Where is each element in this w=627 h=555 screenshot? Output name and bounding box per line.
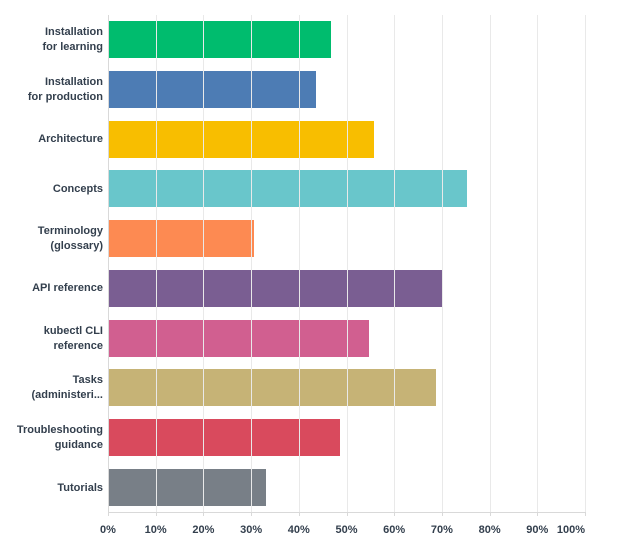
bar-concepts xyxy=(109,170,467,208)
axis-tick-60 xyxy=(394,512,396,516)
axis-tick-70 xyxy=(441,512,443,516)
x-tick-label-10: 10% xyxy=(144,524,167,536)
category-label-installation-for-production: Installation for production xyxy=(27,75,103,103)
bar-rows xyxy=(109,15,586,512)
bar-terminology-glossary xyxy=(109,220,255,258)
category-label-installation-for-learning: Installation for learning xyxy=(42,25,103,53)
bar-row-architecture xyxy=(109,114,586,164)
gridline-100 xyxy=(585,15,586,512)
plot-area xyxy=(108,15,586,516)
bar-installation-for-production xyxy=(109,71,317,109)
x-tick-label-80: 80% xyxy=(478,524,501,536)
axis-tick-90 xyxy=(537,512,539,516)
bar-kubectl-cli-reference xyxy=(109,319,369,357)
x-tick-label-90: 90% xyxy=(526,524,549,536)
category-label-kubectl-cli-reference: kubectl CLI reference xyxy=(43,324,103,352)
gridline-90 xyxy=(537,15,539,512)
axis-tick-40 xyxy=(298,512,300,516)
x-tick-label-50: 50% xyxy=(335,524,358,536)
x-tick-label-100: 100% xyxy=(556,524,585,536)
category-label-architecture: Architecture xyxy=(38,132,103,145)
x-tick-label-60: 60% xyxy=(383,524,406,536)
bar-row-api-reference xyxy=(109,264,586,314)
bar-api-reference xyxy=(109,269,443,307)
category-label-tutorials: Tutorials xyxy=(57,481,103,494)
category-label-tasks-administeri: Tasks (administeri... xyxy=(31,374,103,402)
gridline-10 xyxy=(155,15,157,512)
axis-tick-0 xyxy=(108,512,109,516)
bar-installation-for-learning xyxy=(109,21,331,59)
bar-row-tutorials xyxy=(109,462,586,512)
x-tick-label-20: 20% xyxy=(192,524,215,536)
x-tick-label-70: 70% xyxy=(430,524,453,536)
axis-tick-50 xyxy=(346,512,348,516)
category-label-concepts: Concepts xyxy=(52,182,103,195)
axis-tick-30 xyxy=(251,512,253,516)
axis-tick-10 xyxy=(155,512,157,516)
gridline-20 xyxy=(203,15,205,512)
bar-tasks-administeri xyxy=(109,369,436,407)
bar-troubleshooting-guidance xyxy=(109,418,341,456)
gridline-40 xyxy=(298,15,300,512)
bar-row-troubleshooting-guidance xyxy=(109,413,586,463)
gridline-30 xyxy=(251,15,253,512)
axis-tick-20 xyxy=(203,512,205,516)
gridline-80 xyxy=(489,15,491,512)
x-axis: 0% 10% 20% 30% 40% 50% 60% 70% 80% 90% 100% xyxy=(0,524,627,544)
category-label-terminology-glossary: Terminology (glossary) xyxy=(37,225,103,253)
bar-row-concepts xyxy=(109,164,586,214)
axis-tick-100 xyxy=(585,512,586,516)
gridline-70 xyxy=(441,15,443,512)
axis-tick-80 xyxy=(489,512,491,516)
category-labels-column: Installation for learning Installation fo… xyxy=(0,15,103,513)
bar-row-installation-for-learning xyxy=(109,15,586,65)
bar-row-installation-for-production xyxy=(109,65,586,115)
gridline-60 xyxy=(394,15,396,512)
category-label-troubleshooting-guidance: Troubleshooting guidance xyxy=(16,424,103,452)
bar-architecture xyxy=(109,120,374,158)
category-label-api-reference: API reference xyxy=(32,282,103,295)
bar-row-terminology-glossary xyxy=(109,214,586,264)
gridline-50 xyxy=(346,15,348,512)
x-tick-label-30: 30% xyxy=(240,524,263,536)
bar-tutorials xyxy=(109,468,267,506)
x-tick-label-40: 40% xyxy=(287,524,310,536)
x-tick-label-0: 0% xyxy=(100,524,116,536)
bar-row-tasks-administeri xyxy=(109,363,586,413)
bar-row-kubectl-cli-reference xyxy=(109,313,586,363)
